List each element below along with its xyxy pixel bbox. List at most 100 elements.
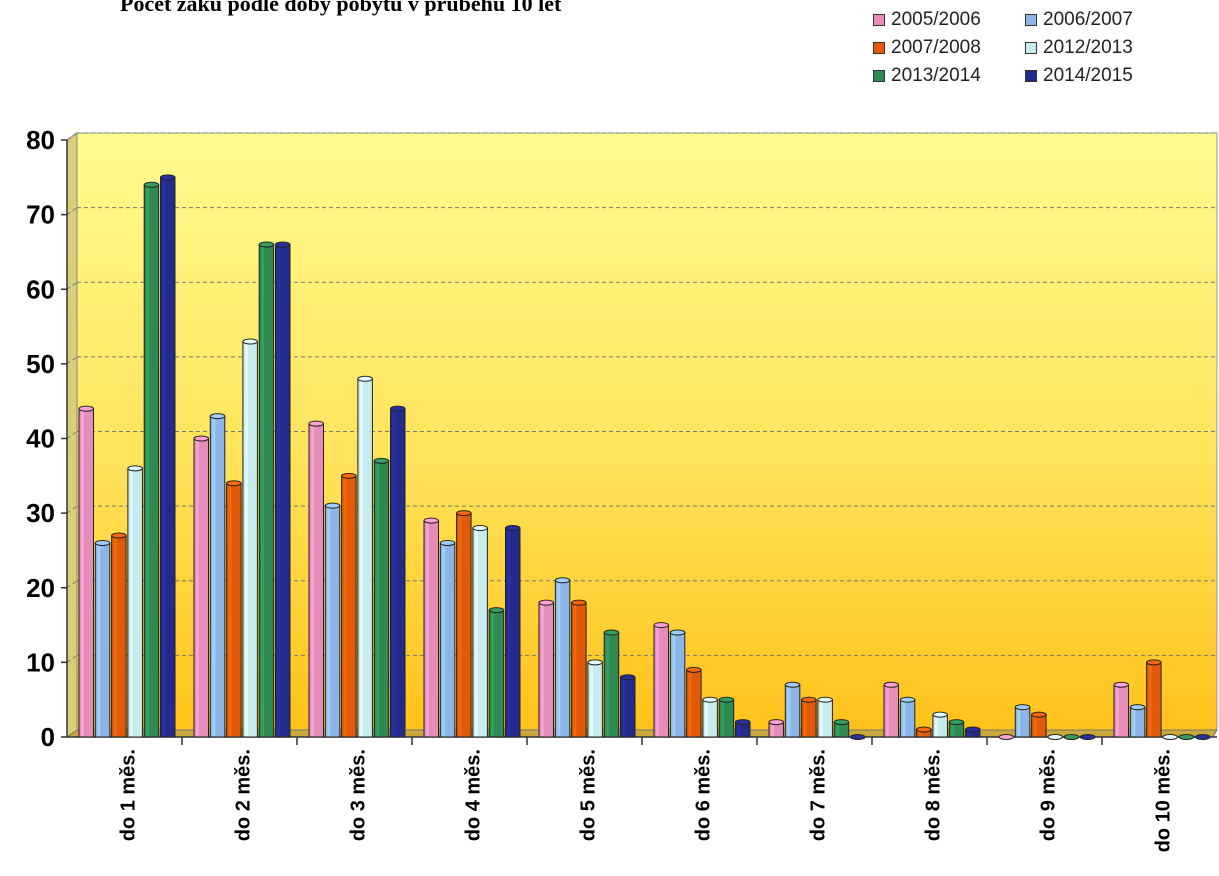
bar-cap xyxy=(653,622,669,629)
bar-highlight xyxy=(557,581,561,736)
bar-highlight xyxy=(1116,685,1119,736)
bar-highlight xyxy=(1033,715,1037,736)
bar-cap xyxy=(948,719,965,726)
bar xyxy=(965,726,981,738)
bar-cap xyxy=(998,734,1014,740)
bar-cap xyxy=(899,696,916,703)
bar-highlight xyxy=(162,178,166,736)
bar xyxy=(242,338,258,738)
bar-cap xyxy=(620,674,636,681)
bar-highlight xyxy=(146,185,150,736)
x-tick-label: do 10 měs. xyxy=(1153,749,1175,852)
bar-cap xyxy=(686,666,702,673)
bar-highlight xyxy=(129,469,133,736)
bar-highlight xyxy=(442,543,446,736)
bar-highlight xyxy=(573,603,577,736)
bar-highlight xyxy=(81,409,84,736)
bar-cap xyxy=(111,532,127,539)
bar xyxy=(127,465,143,738)
bar-cap xyxy=(1195,734,1211,740)
bar xyxy=(932,711,948,738)
y-tick-label: 20 xyxy=(26,573,55,603)
bar-cap xyxy=(472,525,488,532)
x-tick-label: do 6 měs. xyxy=(693,749,715,841)
bar xyxy=(341,472,357,738)
bar xyxy=(78,405,94,738)
bar xyxy=(1080,734,1096,740)
bar xyxy=(1162,734,1178,740)
bar-cap xyxy=(1014,704,1031,711)
bar-cap xyxy=(1080,734,1096,740)
bar-cap xyxy=(1031,711,1047,718)
bar-highlight xyxy=(212,417,216,736)
bar-highlight xyxy=(507,529,511,736)
bar-cap xyxy=(571,599,587,606)
bar-highlight xyxy=(934,715,938,736)
bar xyxy=(1146,659,1162,738)
bar-highlight xyxy=(392,409,396,736)
x-tick-label: do 3 měs. xyxy=(348,749,370,841)
y-tick-label: 50 xyxy=(26,349,55,379)
y-tick-label: 40 xyxy=(26,424,55,454)
bar xyxy=(390,405,406,738)
side-wall xyxy=(66,132,78,738)
bar xyxy=(916,726,932,738)
bar xyxy=(1113,681,1129,738)
bar xyxy=(998,734,1014,740)
bar-highlight xyxy=(228,484,232,736)
bar xyxy=(768,719,784,738)
bar-cap xyxy=(341,472,357,479)
bar-highlight xyxy=(113,536,117,736)
bar-cap xyxy=(160,174,176,181)
bar-cap xyxy=(127,465,143,472)
legend-item: 2005/2006 xyxy=(873,6,981,34)
bar-cap xyxy=(669,629,686,636)
bar-highlight xyxy=(951,723,955,736)
x-tick-label: do 4 měs. xyxy=(463,749,485,841)
bar-cap xyxy=(916,726,932,733)
x-tick-label: do 8 měs. xyxy=(923,749,945,841)
bar xyxy=(324,502,341,738)
gridline xyxy=(66,580,78,589)
bar-cap xyxy=(538,599,554,606)
y-tick-label: 70 xyxy=(26,200,55,230)
x-tick-label: do 2 měs. xyxy=(233,749,255,841)
bar-cap xyxy=(768,719,784,726)
bar-cap xyxy=(373,457,390,464)
bar-highlight xyxy=(1017,708,1021,736)
bar-cap xyxy=(1129,704,1146,711)
bar xyxy=(653,622,669,738)
bar xyxy=(669,629,686,738)
bar-highlight xyxy=(836,723,840,736)
legend-label: 2005/2006 xyxy=(891,9,981,30)
legend-label: 2006/2007 xyxy=(1043,9,1133,30)
bar-highlight xyxy=(771,723,774,736)
bar-cap xyxy=(801,696,817,703)
bar-cap xyxy=(784,681,801,688)
y-tick-label: 80 xyxy=(26,125,55,155)
bar-highlight xyxy=(343,476,347,736)
bar-cap xyxy=(505,525,521,532)
bar xyxy=(308,420,324,738)
bar xyxy=(226,480,242,738)
bar xyxy=(1063,734,1080,740)
bar-cap xyxy=(209,413,226,420)
chart-title: Počet žáků podle doby pobytu v průběhu 1… xyxy=(120,0,562,16)
bar xyxy=(111,532,127,738)
legend-item: 2014/2015 xyxy=(1025,62,1133,90)
bar xyxy=(439,539,456,738)
bar xyxy=(1178,734,1195,740)
bar-cap xyxy=(883,681,899,688)
bar-cap xyxy=(735,719,751,726)
bar xyxy=(488,607,505,738)
bar-highlight xyxy=(737,723,741,736)
legend-label: 2014/2015 xyxy=(1043,65,1133,86)
bar-highlight xyxy=(606,633,610,736)
bar-highlight xyxy=(474,529,478,736)
bar-cap xyxy=(1047,734,1063,740)
bar-cap xyxy=(1162,734,1178,740)
bar-highlight xyxy=(622,678,626,736)
bar-highlight xyxy=(311,424,314,736)
bar xyxy=(143,181,160,738)
bar-cap xyxy=(817,696,833,703)
